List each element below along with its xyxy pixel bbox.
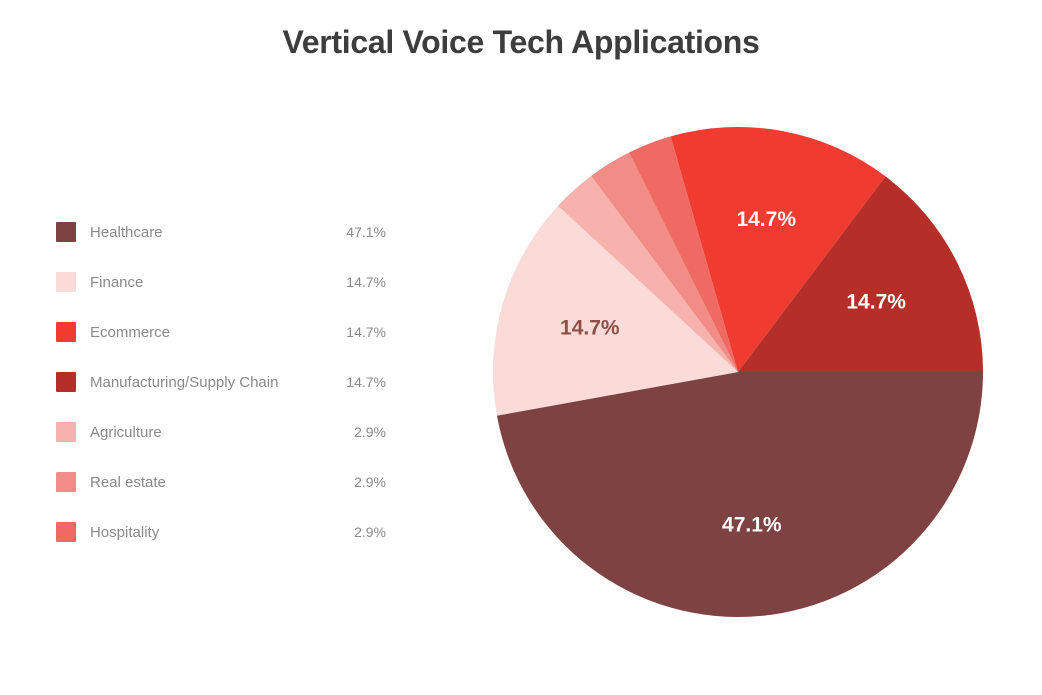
legend-item-label: Finance [90,273,144,291]
chart-legend: Healthcare 47.1% Finance 14.7% Ecommerce… [56,207,386,557]
legend-item-manufacturing-supply-chain[interactable]: Manufacturing/Supply Chain 14.7% [56,357,386,407]
pie-label-group: 47.1% 14.7% 14.7% 14.7% [560,208,906,536]
legend-item-label: Hospitality [90,523,160,541]
pie-slice-label: 14.7% [846,291,906,314]
pie-slice[interactable] [738,176,983,372]
pie-slice-label: 47.1% [722,513,782,536]
pie-slice-label: 14.7% [736,208,796,231]
legend-item-label: Real estate [90,473,166,491]
legend-item-value: 14.7% [346,324,386,340]
pie-chart: 47.1% 14.7% 14.7% 14.7% [493,127,983,617]
pie-slice-group [493,127,983,617]
legend-swatch-icon [56,222,76,242]
legend-item-label: Manufacturing/Supply Chain [90,373,279,391]
pie-slice[interactable] [591,152,738,372]
legend-item-value: 14.7% [346,274,386,290]
legend-swatch-icon [56,372,76,392]
legend-item-ecommerce[interactable]: Ecommerce 14.7% [56,307,386,357]
pie-svg: 47.1% 14.7% 14.7% 14.7% [493,127,983,617]
legend-item-label: Agriculture [90,423,162,441]
pie-slice[interactable] [557,175,738,372]
pie-slice[interactable] [496,372,983,617]
legend-swatch-icon [56,472,76,492]
legend-item-value: 2.9% [354,474,386,490]
legend-item-real-estate[interactable]: Real estate 2.9% [56,457,386,507]
legend-item-label: Healthcare [90,223,163,241]
legend-item-agriculture[interactable]: Agriculture 2.9% [56,407,386,457]
pie-slice-label: 14.7% [560,316,620,339]
legend-item-value: 14.7% [346,374,386,390]
pie-slice[interactable] [670,127,886,372]
legend-item-label: Ecommerce [90,323,171,341]
legend-swatch-icon [56,272,76,292]
legend-swatch-icon [56,422,76,442]
legend-item-finance[interactable]: Finance 14.7% [56,257,386,307]
legend-item-value: 47.1% [346,224,386,240]
page-title: Vertical Voice Tech Applications [282,24,760,60]
legend-item-value: 2.9% [354,524,386,540]
legend-swatch-icon [56,522,76,542]
legend-item-hospitality[interactable]: Hospitality 2.9% [56,507,386,557]
legend-swatch-icon [56,322,76,342]
pie-slice[interactable] [493,205,738,416]
pie-slice[interactable] [629,136,738,372]
legend-item-healthcare[interactable]: Healthcare 47.1% [56,207,386,257]
legend-item-value: 2.9% [354,424,386,440]
